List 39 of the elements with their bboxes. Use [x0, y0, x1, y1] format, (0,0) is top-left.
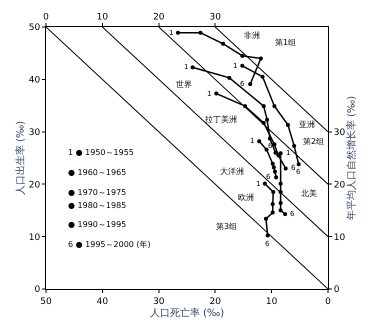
x-tick-label: 0	[325, 296, 332, 307]
annotation: 1 ● 1950～1955	[68, 148, 134, 157]
annotation: 拉丁美洲	[205, 115, 237, 124]
annotation: 亚洲	[299, 120, 315, 129]
y2-axis-title: 年平均人口自然增长率 (‰)	[346, 96, 358, 220]
annotation: ● 1990～1995	[68, 220, 126, 229]
annotation: 大洋洲	[220, 167, 244, 176]
y-tick-label: 20	[28, 180, 40, 190]
x2-tick-label: 0	[43, 12, 50, 22]
annotation: 非洲	[244, 31, 260, 40]
annotation: ● 1980～1985	[68, 201, 126, 210]
x-tick-label: 20	[209, 296, 222, 307]
annotation: 第2组	[303, 137, 324, 146]
y2-tick-label: 0	[334, 285, 340, 296]
annotation: 6 ● 1995～2000 (年)	[68, 240, 151, 249]
y-axis-title: 人口出生率 (‰)	[14, 120, 27, 196]
annotation: 北美	[301, 189, 317, 198]
x-tick-label: 30	[153, 296, 165, 307]
x2-tick-label: 10	[96, 12, 108, 22]
y-tick-label: 40	[28, 76, 40, 86]
annotation: 世界	[176, 80, 192, 89]
x-axis-title: 人口死亡率 (‰)	[150, 306, 224, 319]
y-tick-label: 10	[28, 232, 40, 243]
y-tick-label: 30	[28, 128, 40, 138]
x-tick-label: 10	[266, 296, 278, 307]
y2-tick-label: 20	[334, 180, 346, 190]
x2-tick-label: 20	[153, 12, 165, 22]
x-tick-label: 50	[40, 296, 52, 307]
annotation: 第3组	[216, 222, 238, 231]
annotation: ● 1970～1975	[68, 188, 126, 197]
annotation: 欧洲	[238, 193, 254, 202]
y-tick-label: 0	[34, 285, 40, 296]
y-tick-label: 50	[28, 23, 40, 34]
x2-tick-label: 30	[209, 12, 222, 22]
x-tick-label: 40	[96, 296, 108, 307]
y2-tick-label: 30	[334, 128, 346, 138]
annotation: ● 1960～1965	[68, 168, 126, 177]
y2-tick-label: 10	[334, 232, 346, 243]
annotation: 第1组	[275, 38, 296, 47]
